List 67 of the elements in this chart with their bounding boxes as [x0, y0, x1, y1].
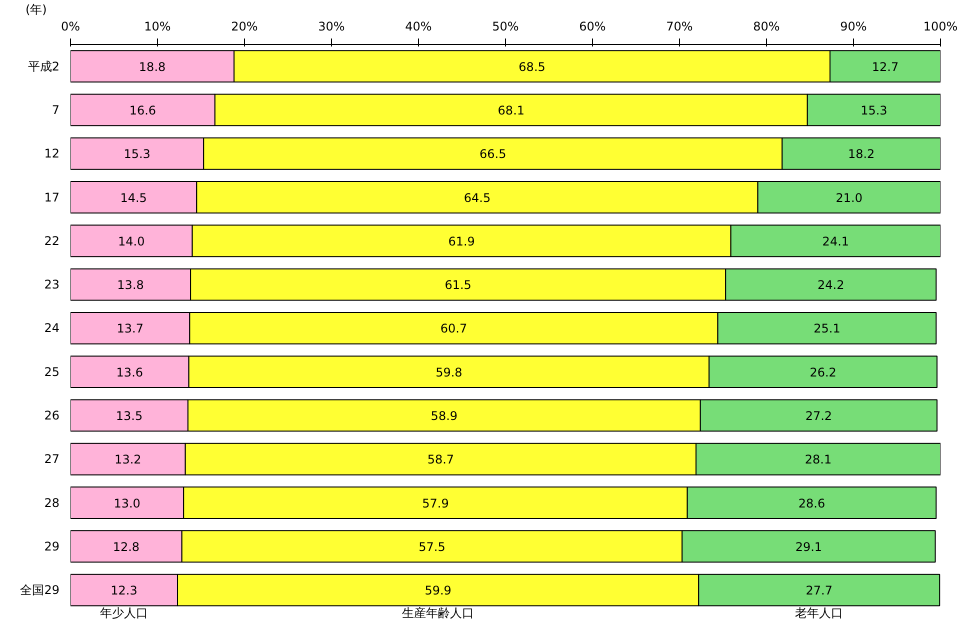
data-label: 61.5 — [444, 278, 472, 292]
data-label: 66.5 — [480, 147, 506, 162]
data-label: 13.2 — [114, 452, 142, 467]
y-tick-label: 22 — [44, 234, 60, 248]
y-axis-title: (年) — [26, 2, 47, 16]
data-label: 27.2 — [805, 408, 832, 423]
data-label: 60.7 — [440, 322, 468, 336]
data-label: 64.5 — [464, 190, 491, 205]
data-label: 61.9 — [448, 234, 475, 248]
x-tick-label: 80% — [753, 20, 780, 34]
x-tick-label: 10% — [144, 20, 171, 34]
data-label: 13.5 — [116, 408, 143, 423]
y-tick-label: 29 — [44, 539, 60, 554]
x-tick-label: 0% — [60, 20, 80, 34]
y-tick-label: 26 — [44, 408, 60, 422]
data-label: 24.2 — [818, 278, 844, 292]
data-label: 18.2 — [848, 147, 875, 162]
y-tick-label: 全国29 — [20, 583, 60, 598]
data-label: 24.1 — [822, 234, 850, 248]
data-label: 21.0 — [836, 190, 863, 205]
data-label: 68.5 — [518, 60, 546, 74]
data-label: 57.5 — [418, 540, 446, 554]
series-label: 老年人口 — [795, 606, 844, 620]
data-label: 58.9 — [430, 408, 458, 423]
data-label: 12.3 — [110, 584, 138, 598]
y-tick-label: 平成2 — [28, 59, 60, 74]
data-label: 13.0 — [114, 496, 140, 510]
x-tick-label: 70% — [666, 20, 693, 34]
data-label: 28.6 — [798, 496, 826, 510]
data-label: 18.8 — [138, 60, 166, 74]
y-tick-label: 28 — [44, 496, 60, 510]
data-label: 13.7 — [116, 322, 144, 336]
data-label: 59.9 — [424, 584, 452, 598]
data-label: 26.2 — [810, 365, 836, 380]
data-label: 25.1 — [814, 322, 840, 336]
x-tick-label: 40% — [405, 20, 432, 34]
series-label: 年少人口 — [100, 606, 148, 620]
data-label: 29.1 — [795, 540, 822, 554]
data-label: 15.3 — [124, 147, 150, 162]
x-tick-label: 50% — [492, 20, 519, 34]
x-tick-label: 100% — [923, 20, 958, 34]
data-label: 58.7 — [427, 452, 454, 467]
x-tick-label: 20% — [231, 20, 258, 34]
data-label: 14.0 — [118, 234, 145, 248]
y-tick-label: 23 — [44, 278, 60, 292]
data-label: 15.3 — [860, 103, 888, 118]
series-label: 生産年齢人口 — [402, 606, 474, 620]
data-label: 14.5 — [120, 190, 147, 205]
data-label: 57.9 — [422, 496, 449, 510]
x-tick-label: 90% — [840, 20, 867, 34]
data-label: 13.8 — [117, 278, 144, 292]
data-label: 27.7 — [806, 584, 832, 598]
data-label: 16.6 — [129, 103, 156, 118]
x-tick-label: 30% — [318, 20, 345, 34]
data-label: 13.6 — [116, 365, 144, 380]
y-tick-label: 7 — [52, 102, 60, 117]
y-tick-label: 24 — [44, 321, 60, 336]
data-label: 28.1 — [804, 452, 832, 467]
x-tick-label: 60% — [579, 20, 606, 34]
data-label: 68.1 — [498, 103, 525, 118]
data-label: 59.8 — [436, 365, 462, 380]
y-tick-label: 27 — [44, 452, 60, 466]
y-tick-label: 17 — [44, 190, 60, 204]
y-tick-label: 12 — [44, 146, 60, 161]
y-tick-label: 25 — [44, 364, 60, 379]
data-label: 12.8 — [112, 540, 140, 554]
data-label: 12.7 — [872, 60, 899, 74]
